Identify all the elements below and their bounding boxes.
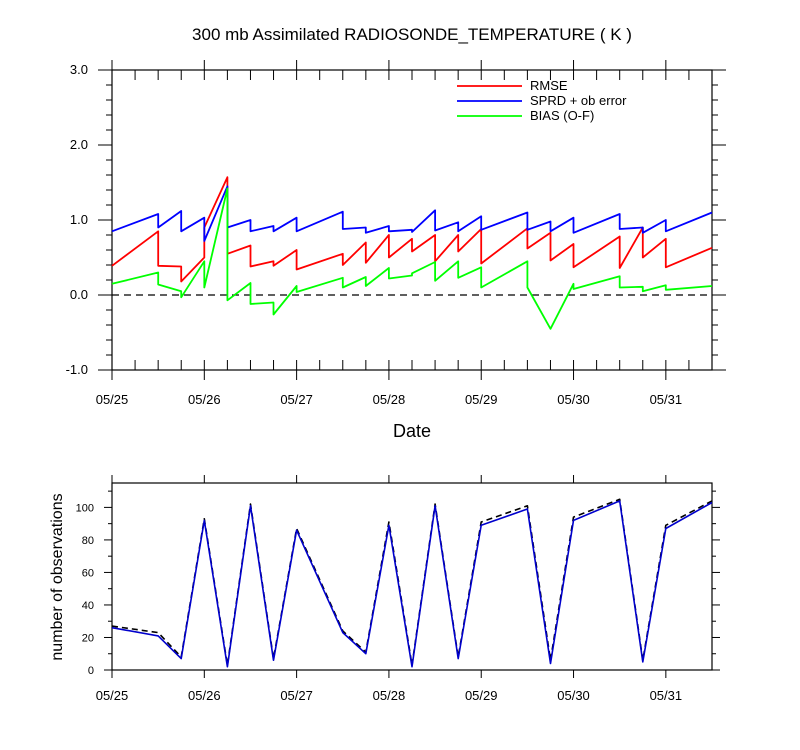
top-x-tick-label: 05/30 — [557, 392, 590, 407]
top-x-tick-label: 05/26 — [188, 392, 221, 407]
bottom-y-tick-label: 60 — [82, 567, 94, 579]
top-x-tick-label: 05/27 — [280, 392, 313, 407]
bottom-y-axis-label: number of observations — [49, 493, 66, 660]
top-y-tick-label: 2.0 — [70, 137, 88, 152]
bottom-x-tick-label: 05/31 — [650, 688, 683, 703]
top-ticks — [98, 59, 726, 381]
bottom-series-total-observations — [111, 498, 713, 666]
top-legend-label-sprd-ob-error: SPRD + ob error — [530, 93, 627, 108]
bottom-ticks — [104, 474, 720, 679]
top-series-lines — [111, 176, 713, 330]
bottom-x-tick-label: 05/28 — [373, 688, 406, 703]
top-series-sprd-ob-error — [111, 185, 713, 242]
top-y-tick-label: 1.0 — [70, 212, 88, 227]
top-y-tick-label: 0.0 — [70, 287, 88, 302]
bottom-y-tick-label: 0 — [88, 665, 94, 677]
bottom-y-tick-label: 100 — [76, 502, 94, 514]
top-x-axis-label: Date — [393, 421, 431, 441]
bottom-y-tick-label: 20 — [82, 632, 94, 644]
bottom-series-lines — [111, 498, 713, 668]
top-y-tick-label: -1.0 — [66, 362, 88, 377]
top-x-tick-label: 05/29 — [465, 392, 498, 407]
top-y-tick-label: 3.0 — [70, 62, 88, 77]
bottom-x-tick-label: 05/27 — [280, 688, 313, 703]
top-x-tick-label: 05/31 — [650, 392, 683, 407]
bottom-series-assimilated-observations — [111, 500, 713, 668]
top-series-bias-o-f — [111, 187, 713, 330]
top-tick-labels: 05/25 05/26 05/27 05/28 05/29 05/30 05/31 -1.0 0… — [66, 62, 683, 407]
bottom-y-tick-label: 80 — [82, 535, 94, 547]
bottom-x-tick-label: 05/25 — [96, 688, 129, 703]
bottom-x-tick-label: 05/29 — [465, 688, 498, 703]
top-series-rmse — [111, 176, 713, 283]
top-chart-title: 300 mb Assimilated RADIOSONDE_TEMPERATUR… — [192, 25, 632, 44]
bottom-y-tick-label: 40 — [82, 600, 94, 612]
bottom-x-tick-label: 05/30 — [557, 688, 590, 703]
top-x-tick-label: 05/28 — [373, 392, 406, 407]
top-legend-label-bias-o-f: BIAS (O-F) — [530, 108, 594, 123]
top-x-tick-label: 05/25 — [96, 392, 129, 407]
top-legend-label-rmse: RMSE — [530, 78, 568, 93]
bottom-chart: 05/25 05/26 05/27 05/28 05/29 05/30 05/31 0 20 40… — [49, 474, 720, 703]
bottom-x-tick-label: 05/26 — [188, 688, 221, 703]
bottom-tick-labels: 05/25 05/26 05/27 05/28 05/29 05/30 05/31 0 20 40… — [76, 502, 682, 703]
